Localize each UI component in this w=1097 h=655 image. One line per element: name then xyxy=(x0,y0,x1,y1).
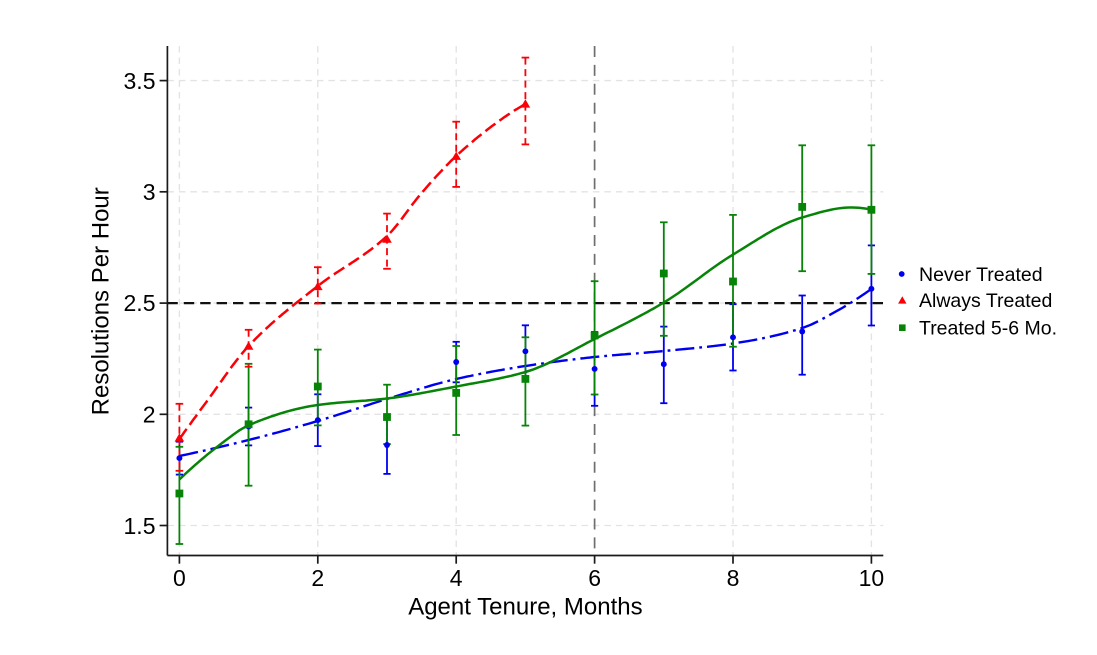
svg-text:6: 6 xyxy=(588,565,601,591)
svg-text:0: 0 xyxy=(173,565,186,591)
svg-text:Resolutions Per Hour: Resolutions Per Hour xyxy=(88,187,115,415)
svg-text:2.5: 2.5 xyxy=(124,290,156,316)
svg-text:10: 10 xyxy=(859,565,885,591)
svg-text:Agent Tenure, Months: Agent Tenure, Months xyxy=(408,594,642,621)
svg-text:8: 8 xyxy=(727,565,740,591)
svg-text:3: 3 xyxy=(143,179,156,205)
svg-text:2: 2 xyxy=(311,565,324,591)
svg-text:Never Treated: Never Treated xyxy=(919,264,1043,286)
svg-text:1.5: 1.5 xyxy=(124,513,156,539)
svg-text:Treated 5-6 Mo.: Treated 5-6 Mo. xyxy=(919,318,1057,340)
svg-text:Always Treated: Always Treated xyxy=(919,290,1052,312)
svg-text:3.5: 3.5 xyxy=(124,68,156,94)
svg-text:4: 4 xyxy=(450,565,463,591)
svg-text:2: 2 xyxy=(143,402,156,428)
